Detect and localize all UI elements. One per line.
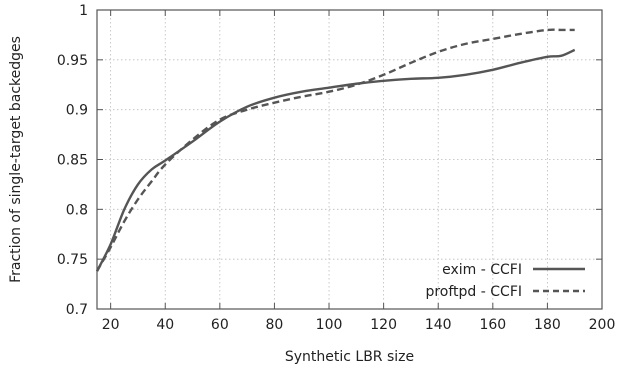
y-tick-label: 0.75 [57, 252, 88, 268]
legend: exim - CCFI proftpd - CCFI [425, 262, 585, 300]
x-tick-label: 100 [316, 317, 343, 333]
x-tick-label: 200 [589, 317, 616, 333]
tick-labels: 20 40 60 80 100 120 140 160 180 200 0.7 0.75 0.8 0.85… [57, 3, 616, 333]
x-tick-label: 180 [534, 317, 561, 333]
y-tick-label: 0.95 [57, 53, 88, 69]
y-tick-label: 0.9 [66, 103, 88, 119]
y-axis-label: Fraction of single-target backedges [8, 36, 24, 283]
x-tick-label: 40 [156, 317, 174, 333]
legend-label-proftpd: proftpd - CCFI [425, 284, 522, 300]
ticks [97, 9, 603, 310]
series-line-exim [95, 48, 576, 272]
series-lines [95, 28, 576, 272]
x-tick-label: 20 [102, 317, 120, 333]
x-tick-label: 140 [425, 317, 452, 333]
y-tick-label: 0.85 [57, 153, 88, 169]
x-tick-label: 160 [479, 317, 506, 333]
grid [97, 10, 602, 309]
legend-label-exim: exim - CCFI [442, 262, 522, 278]
x-tick-label: 120 [370, 317, 397, 333]
y-tick-label: 1 [79, 3, 88, 19]
x-tick-label: 80 [266, 317, 284, 333]
series-line-proftpd [95, 28, 575, 272]
y-tick-label: 0.7 [66, 302, 88, 318]
x-tick-label: 60 [211, 317, 229, 333]
y-tick-label: 0.8 [66, 202, 88, 218]
x-axis-label: Synthetic LBR size [285, 349, 414, 365]
